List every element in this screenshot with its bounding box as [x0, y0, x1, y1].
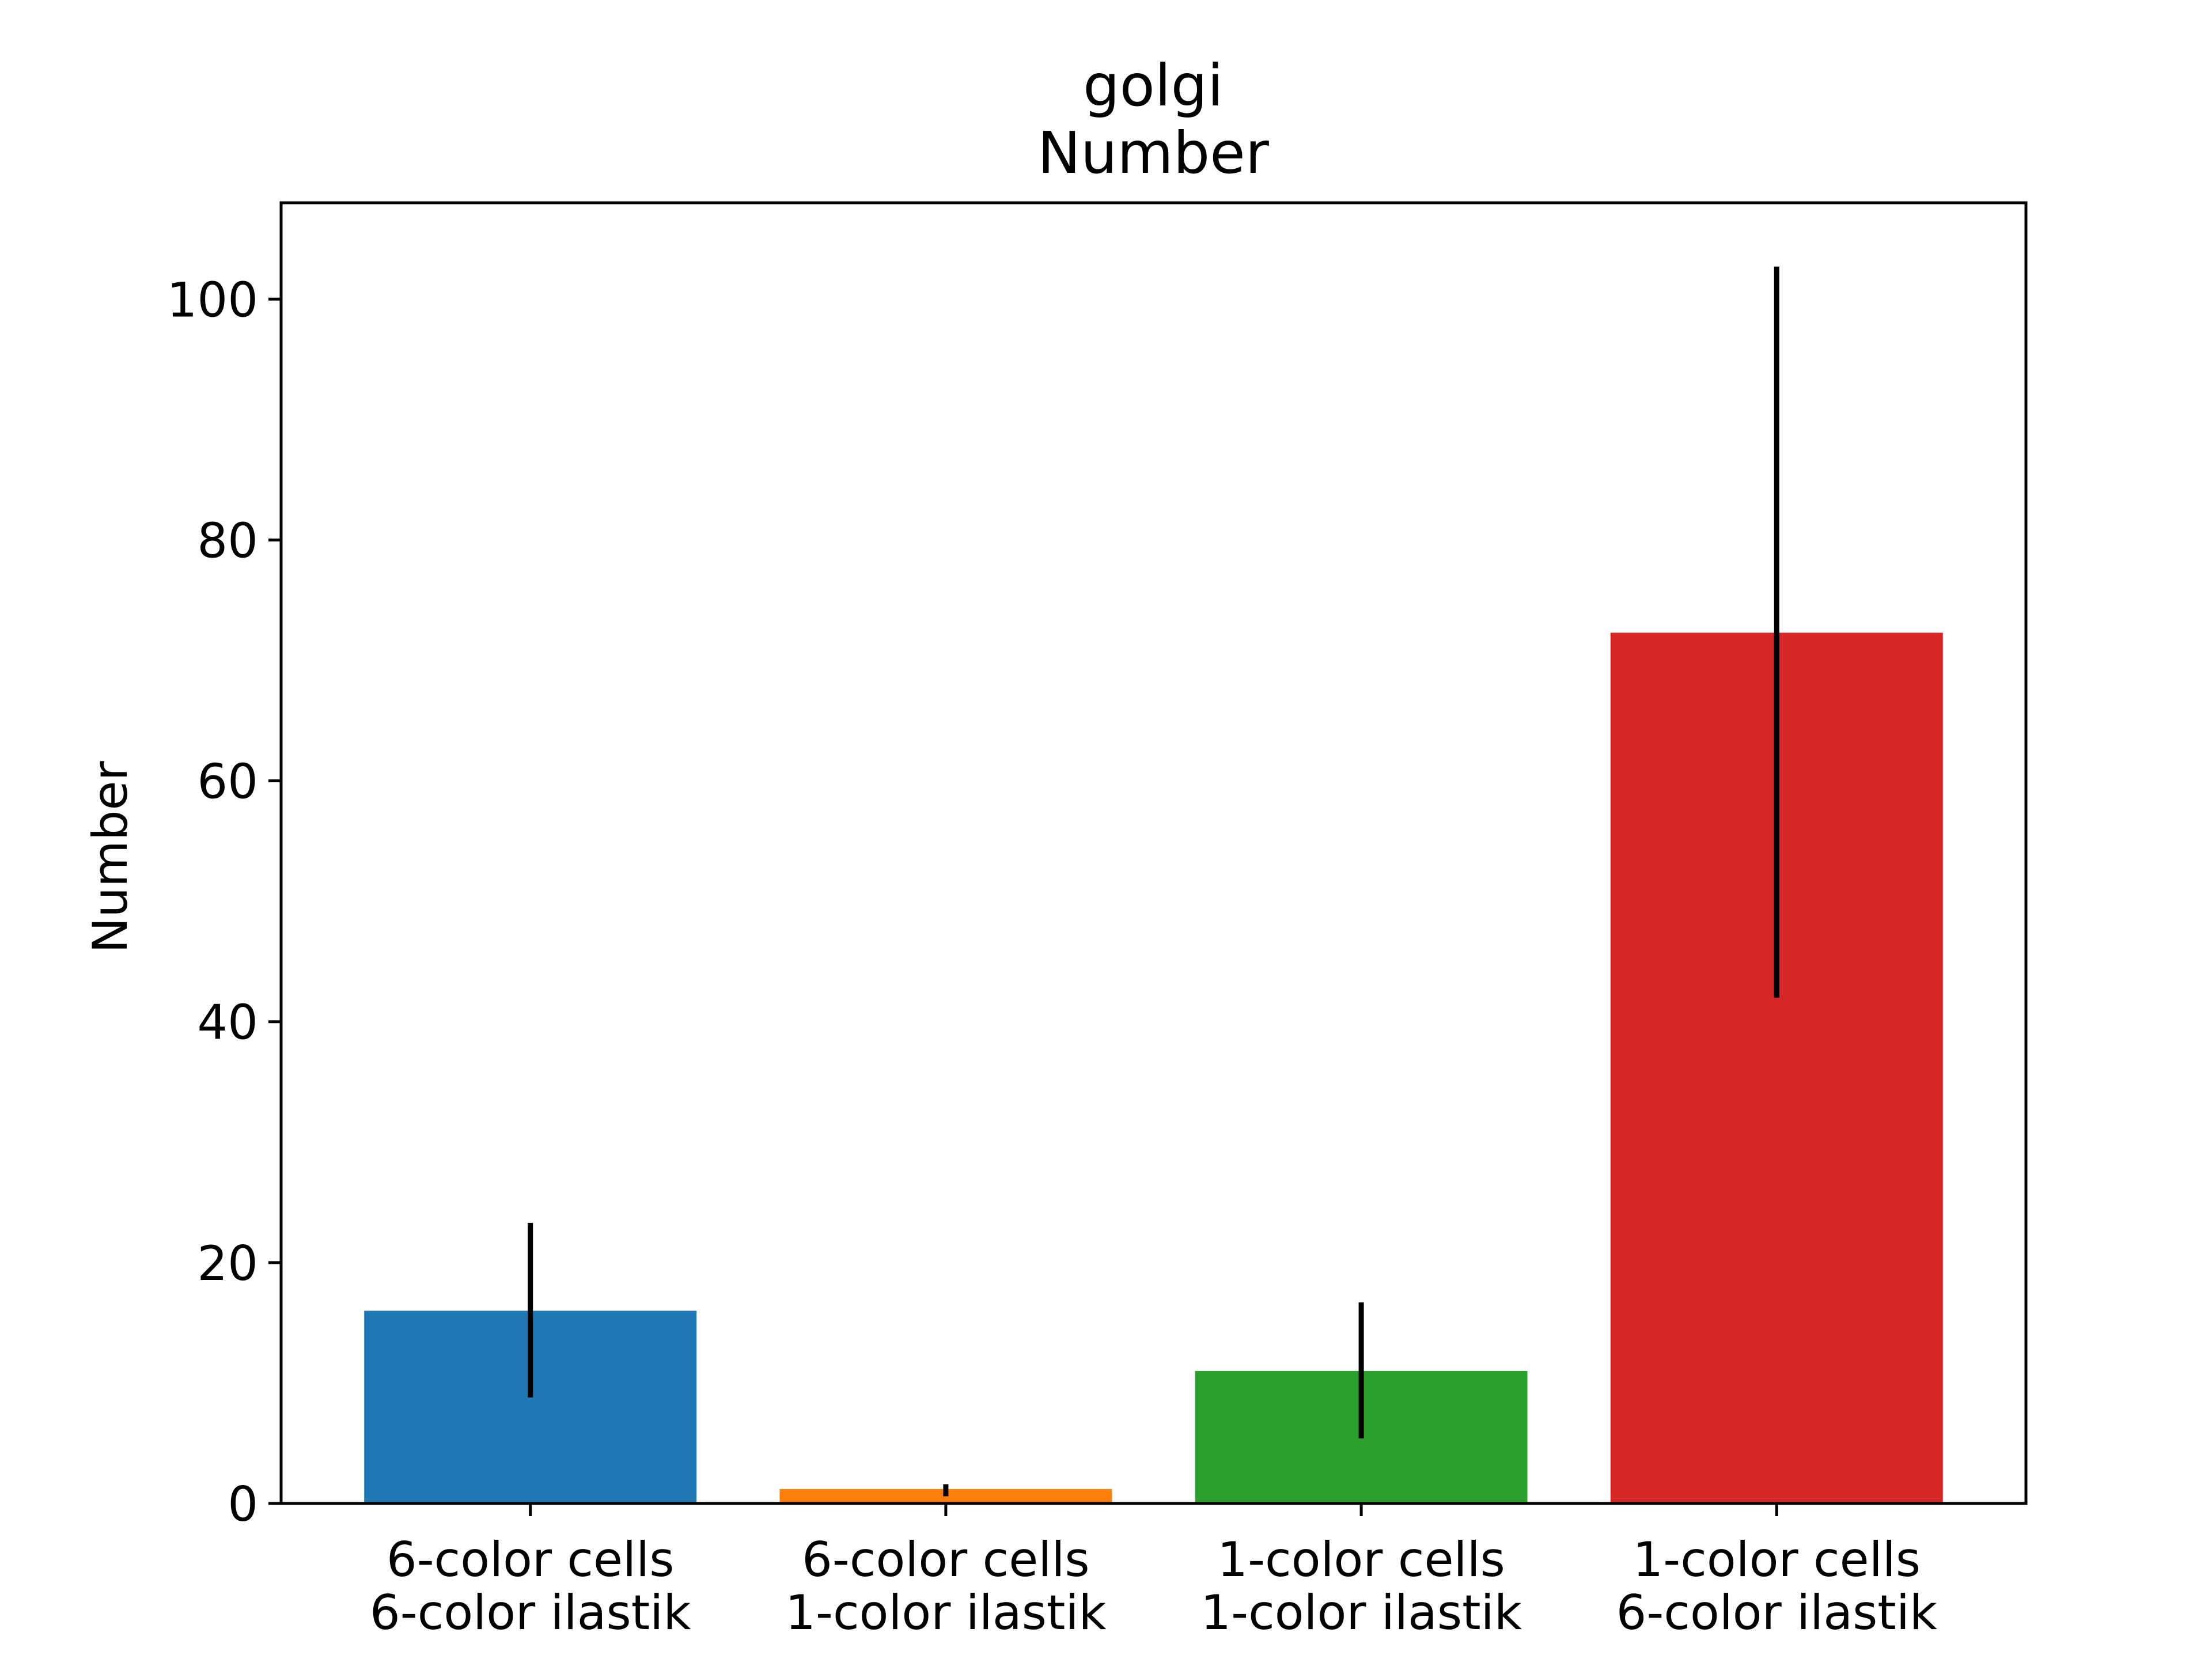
y-tick-label-40: 40 [197, 995, 258, 1051]
x-tick-label-4-line-1: 1-color cells [1633, 1532, 1921, 1588]
chart-title: golgi [1083, 52, 1224, 119]
y-tick-label-0: 0 [228, 1476, 258, 1532]
x-tick-label-1-line-1: 6-color cells [387, 1532, 675, 1588]
x-tick-label-3-line-2: 1-color ilastik [1200, 1585, 1521, 1641]
y-tick-label-60: 60 [197, 754, 258, 810]
x-tick-label-3-line-1: 1-color cells [1217, 1532, 1505, 1588]
y-tick-label-100: 100 [167, 272, 258, 328]
y-tick-label-20: 20 [197, 1236, 258, 1291]
y-ticks-layer: 0 20 40 60 80 100 [167, 272, 281, 1532]
x-tick-label-2-line-1: 6-color cells [802, 1532, 1090, 1588]
x-tick-label-1-line-2: 6-color ilastik [370, 1585, 691, 1641]
y-tick-label-80: 80 [197, 513, 258, 569]
plot-area-frame [279, 201, 2028, 1505]
x-tick-label-2-line-2: 1-color ilastik [785, 1585, 1106, 1641]
chart-subtitle: Number [1037, 119, 1270, 187]
y-axis-label: Number [82, 760, 138, 953]
error-bars-layer [528, 266, 1779, 1497]
x-tick-label-4-line-2: 6-color ilastik [1616, 1585, 1937, 1641]
